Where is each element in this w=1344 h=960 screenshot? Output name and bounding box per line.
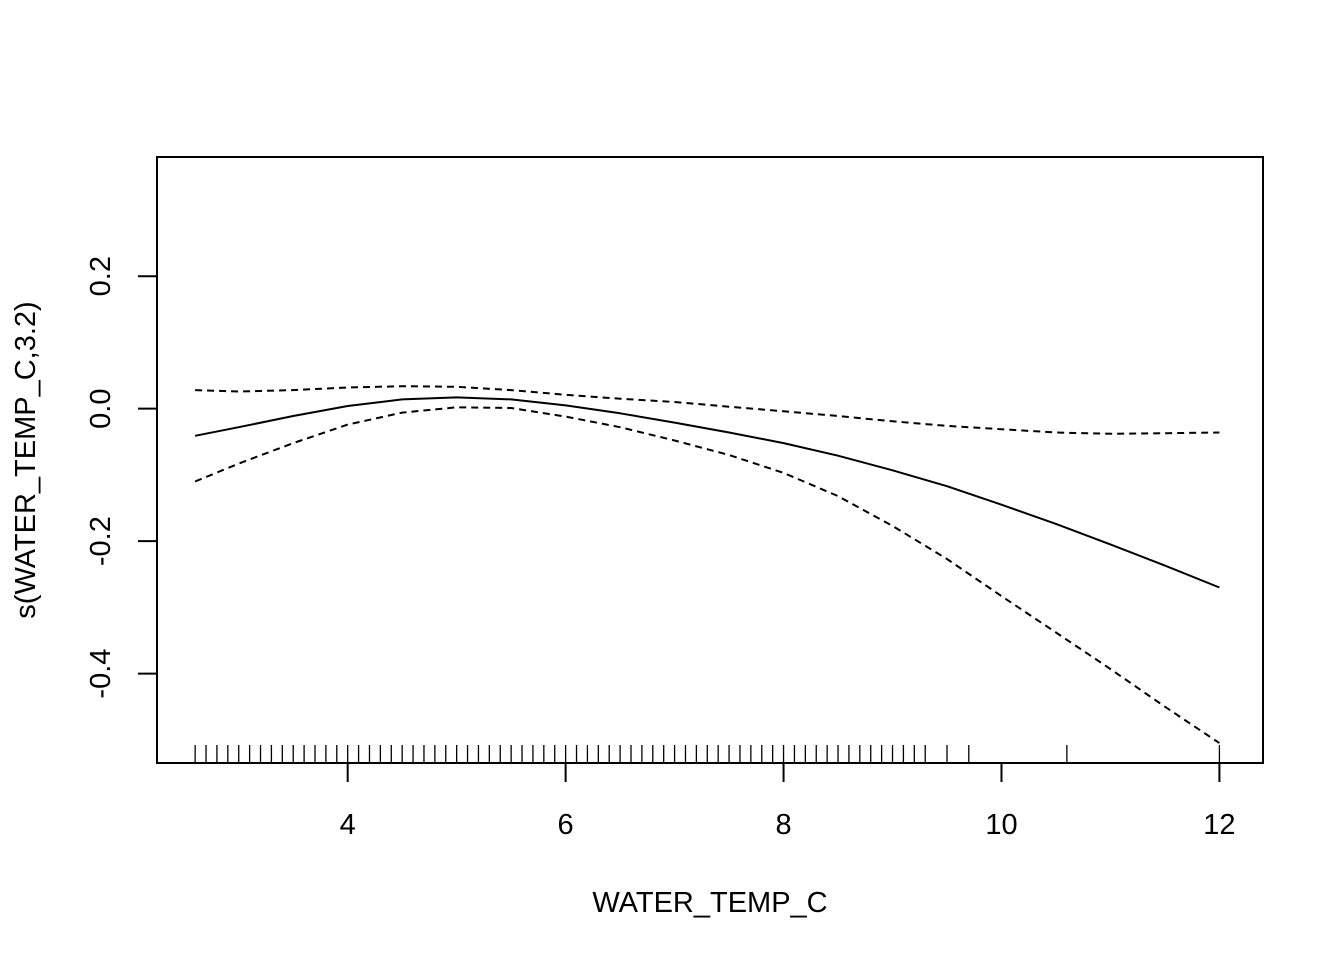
y-tick-label: -0.2 bbox=[85, 516, 117, 566]
x-tick-label: 4 bbox=[340, 809, 356, 841]
series-lines bbox=[194, 385, 1220, 744]
x-tick-label: 8 bbox=[775, 809, 791, 841]
y-axis: -0.4 -0.2 0.0 0.2 bbox=[85, 256, 158, 699]
y-axis-title: s(WATER_TEMP_C,3.2) bbox=[10, 301, 42, 618]
lower-confidence-line bbox=[194, 406, 1220, 744]
x-tick-label: 10 bbox=[985, 809, 1017, 841]
x-axis: 4 6 8 10 12 bbox=[340, 762, 1236, 841]
x-tick-label: 6 bbox=[558, 809, 574, 841]
rug-marks bbox=[194, 745, 1221, 763]
x-axis-title: WATER_TEMP_C bbox=[592, 887, 827, 919]
smooth-fit-line bbox=[194, 396, 1220, 589]
y-tick-label: -0.4 bbox=[85, 649, 117, 699]
y-tick-label: 0.0 bbox=[85, 389, 117, 429]
y-tick-label: 0.2 bbox=[85, 256, 117, 296]
plot-frame bbox=[156, 156, 1264, 764]
x-tick-label: 12 bbox=[1203, 809, 1235, 841]
upper-confidence-line bbox=[195, 385, 1220, 435]
